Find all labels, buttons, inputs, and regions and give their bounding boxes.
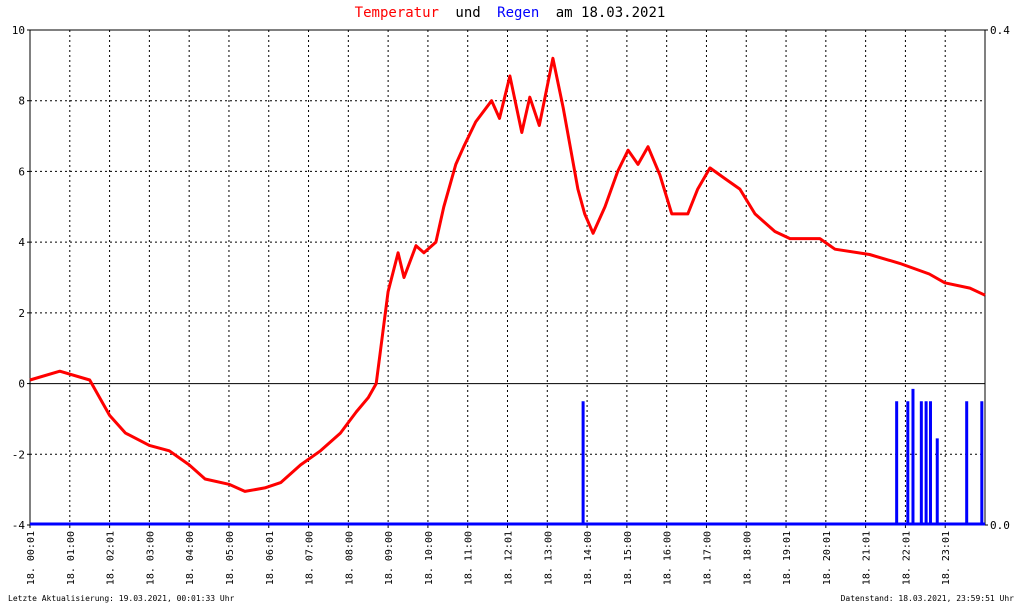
title-part: und [455,5,480,21]
x-tick-label: 18. 23:01 [941,531,952,585]
x-tick-label: 18. 05:00 [225,531,236,585]
x-tick-label: 18. 22:01 [901,531,912,585]
y-tick-label: 0 [18,378,25,391]
x-tick-label: 18. 21:01 [862,531,873,585]
y-tick-label: -4 [12,519,26,532]
x-tick-label: 18. 12:01 [504,531,515,585]
x-tick-label: 18. 15:00 [623,531,634,585]
x-tick-label: 18. 02:01 [106,531,117,585]
x-tick-label: 18. 01:00 [66,531,77,585]
temperature-line [29,56,986,493]
rain-bar [911,388,915,525]
footer-right: Datenstand: 18.03.2021, 23:59:51 Uhr [841,594,1015,603]
x-tick-label: 18. 19:01 [782,531,793,585]
title-part: am 18.03.2021 [556,5,666,21]
x-tick-label: 18. 06:01 [265,531,276,585]
x-tick-label: 18. 20:01 [822,531,833,585]
x-tick-label: 18. 08:00 [344,531,355,585]
x-tick-label: 18. 07:00 [305,531,316,585]
x-tick-label: 18. 00:01 [26,531,37,585]
x-tick-label: 18. 11:00 [464,531,475,585]
y-tick-label: 6 [18,165,25,178]
x-tick-label: 18. 03:00 [145,531,156,585]
x-tick-label: 18. 17:00 [702,531,713,585]
y-tick-label: 4 [18,236,25,249]
rain-bar [924,401,928,525]
y-tick-label: 10 [12,24,25,37]
x-tick-label: 18. 13:00 [543,531,554,585]
rain-bar [919,401,923,525]
title-part: Regen [497,5,539,21]
y2-tick-label: 0.0 [990,519,1010,532]
x-tick-label: 18. 16:00 [663,531,674,585]
y-tick-label: -2 [12,448,25,461]
y2-tick-label: 0.4 [990,24,1010,37]
x-tick-label: 18. 09:00 [384,531,395,585]
x-tick-label: 18. 04:00 [185,531,196,585]
rain-bar [906,401,910,525]
footer-left: Letzte Aktualisierung: 19.03.2021, 00:01… [8,594,235,603]
x-tick-label: 18. 10:00 [424,531,435,585]
rain-bar [935,438,939,525]
chart-title: Temperatur und Regen am 18.03.2021 [355,5,666,21]
rain-bar [581,401,585,525]
y-tick-label: 2 [18,307,25,320]
rain-bar [895,401,899,525]
x-tick-label: 18. 14:00 [583,531,594,585]
x-tick-label: 18. 18:00 [742,531,753,585]
rain-bar [965,401,969,525]
rain-bar [980,401,984,525]
rain-bar [928,401,932,525]
title-part: Temperatur [355,5,439,21]
y-tick-label: 8 [18,95,25,108]
